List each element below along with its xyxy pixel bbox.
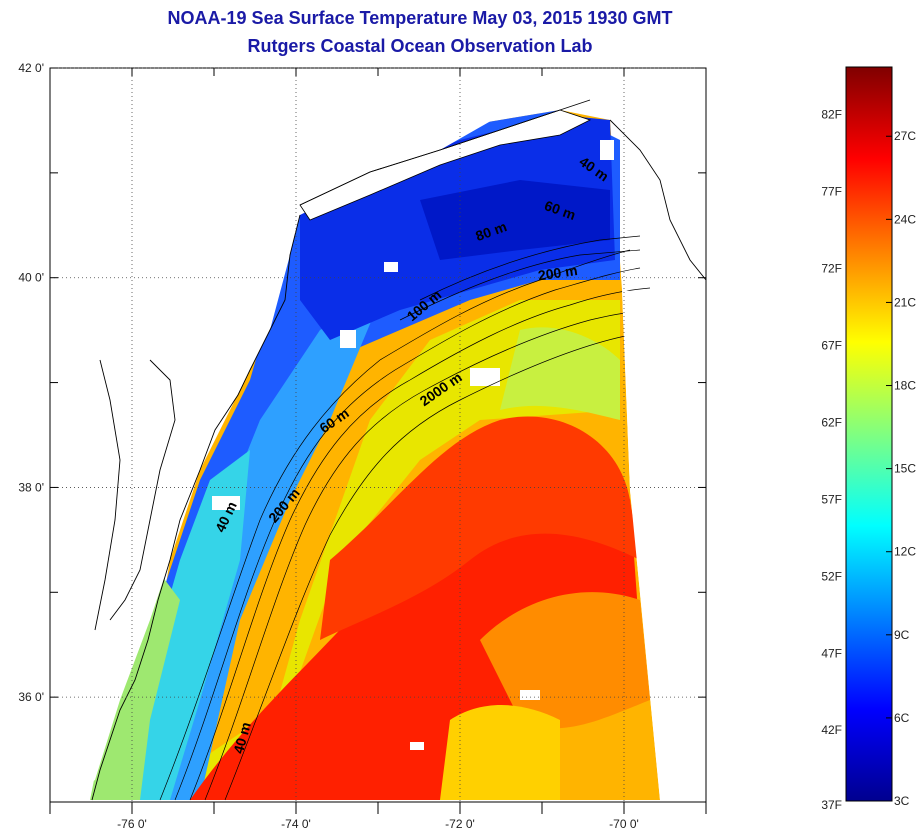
lon-tick-label: -72 0' [445, 817, 475, 831]
lon-labels: -76 0' -74 0' -72 0' -70 0' [117, 817, 639, 831]
colorbar-f-label: 52F [821, 569, 842, 583]
colorbar-f-label: 57F [821, 492, 842, 506]
map-subtitle: Rutgers Coastal Ocean Observation Lab [247, 36, 593, 56]
bathymetry [159, 235, 661, 801]
lat-labels: 42 0' 40 0' 38 0' 36 0' [18, 61, 44, 704]
lat-tick-label: 40 0' [18, 271, 44, 285]
colorbar-c-label: 3C [894, 794, 910, 808]
colorbar-c-label: 15C [894, 462, 916, 476]
lat-tick-label: 36 0' [18, 690, 44, 704]
cloud-mask [212, 140, 614, 750]
colorbar-f-label: 62F [821, 415, 842, 429]
colorbar-c-label: 12C [894, 545, 916, 559]
swath-edge [622, 290, 706, 800]
colorbar-c-label: 27C [894, 129, 916, 143]
colorbar-f-label: 47F [821, 646, 842, 660]
colorbar-c-label: 9C [894, 628, 910, 642]
colorbar-f-label: 77F [821, 185, 842, 199]
coastline [91, 99, 706, 801]
lon-tick-label: -70 0' [609, 817, 639, 831]
lon-tick-label: -76 0' [117, 817, 147, 831]
colorbar-c-label: 6C [894, 711, 910, 725]
colorbar-f-label: 67F [821, 339, 842, 353]
colorbar-f-labels: 82F 77F 72F 67F 62F 57F 52F 47F 42F 37F [821, 108, 842, 812]
colorbar-scale [845, 66, 893, 802]
colorbar-f-label: 37F [821, 798, 842, 812]
lon-tick-label: -74 0' [281, 817, 311, 831]
map-title: NOAA-19 Sea Surface Temperature May 03, … [167, 8, 673, 28]
colorbar-c-label: 21C [894, 295, 916, 309]
lat-tick-label: 42 0' [18, 61, 44, 75]
colorbar-f-label: 82F [821, 108, 842, 122]
colorbar-c-labels: 27C 24C 21C 18C 15C 12C 9C 6C 3C [886, 129, 916, 808]
depth-contour-label: 200 m [537, 262, 579, 283]
depth-contour-label: 40 m [230, 720, 254, 755]
colorbar-f-label: 42F [821, 723, 842, 737]
colorbar-c-label: 18C [894, 379, 916, 393]
colorbar-f-label: 72F [821, 262, 842, 276]
colorbar-c-label: 24C [894, 212, 916, 226]
sst-image [50, 68, 706, 801]
axis-ticks [49, 67, 707, 814]
lat-tick-label: 38 0' [18, 480, 44, 494]
